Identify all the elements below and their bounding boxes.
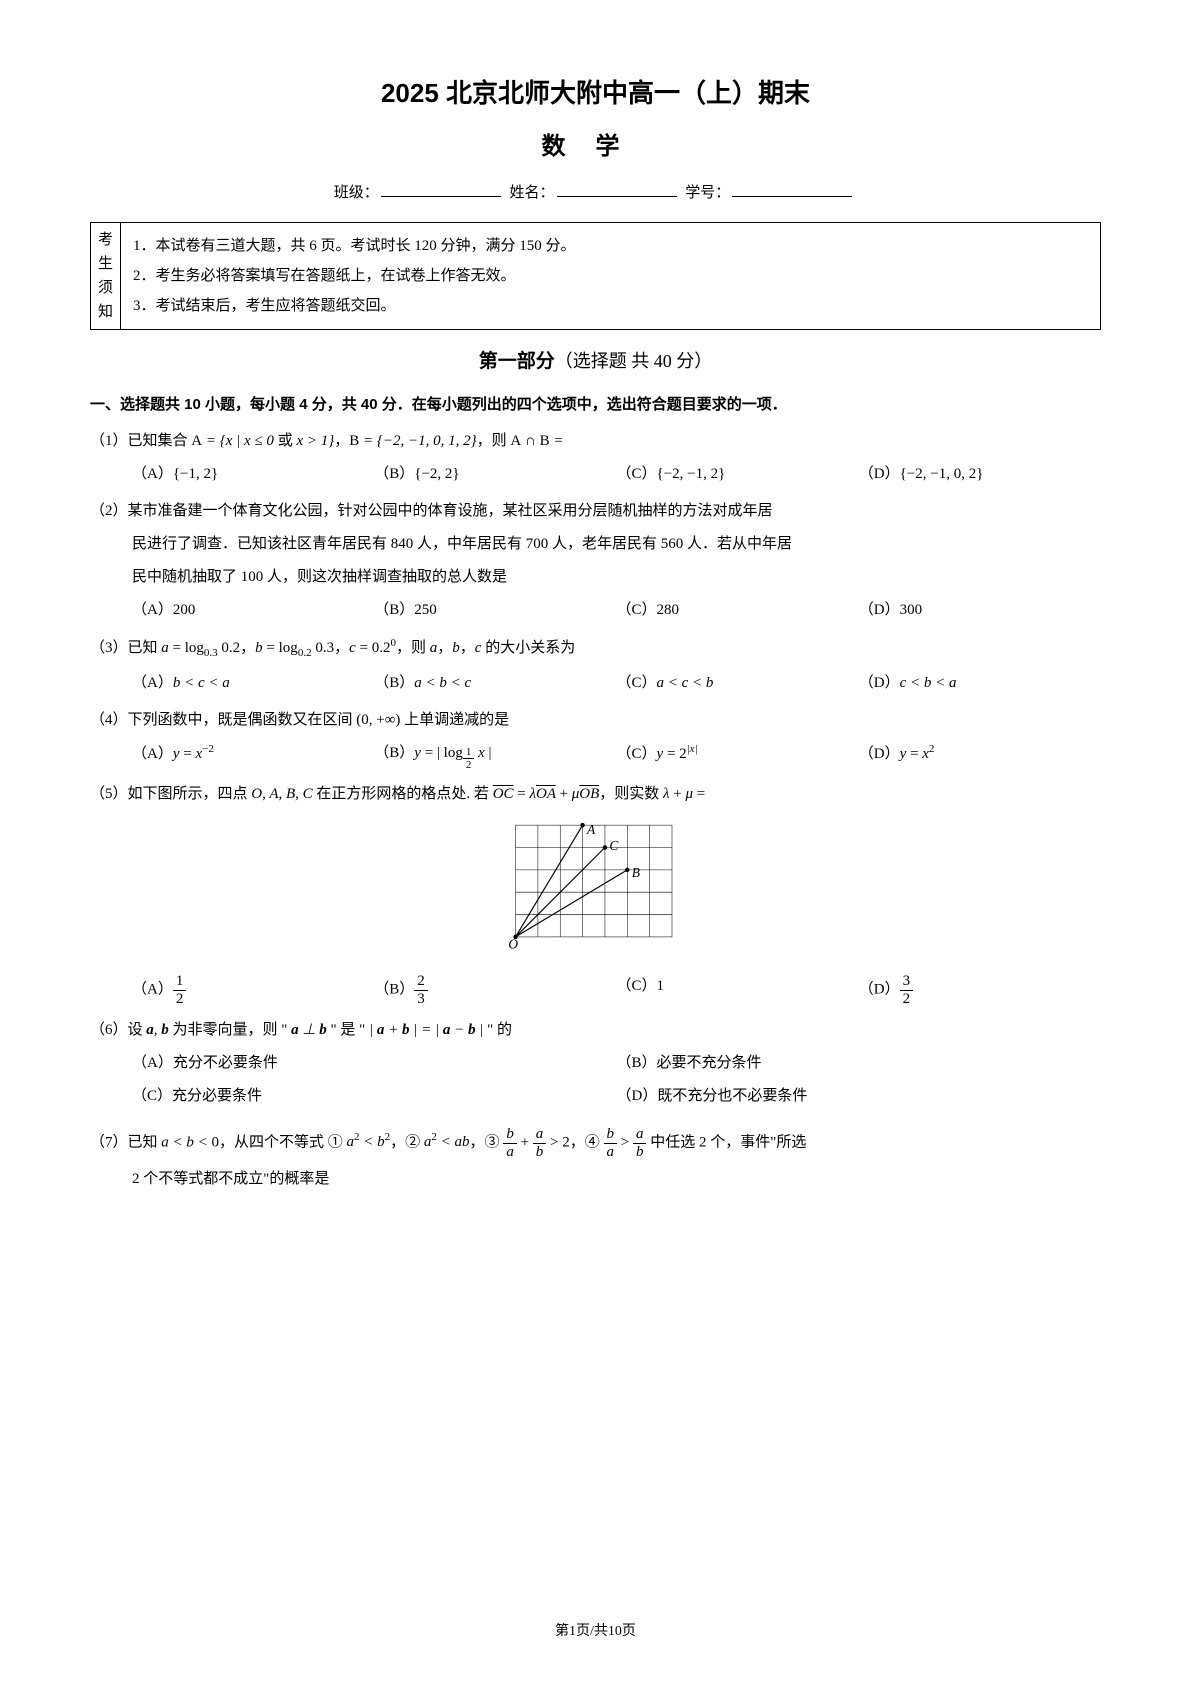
page-footer: 第1页/共10页 bbox=[0, 1619, 1191, 1644]
question-6: （6）设 a, b 为非零向量，则 " a ⊥ b " 是 " | a + b … bbox=[90, 1017, 1101, 1116]
option-a: （A）充分不必要条件 bbox=[132, 1050, 617, 1077]
option-a: （A）{−1, 2} bbox=[132, 461, 374, 488]
option-b: （B）y = | log12 x | bbox=[374, 740, 616, 771]
name-blank bbox=[557, 196, 677, 197]
student-info: 班级： 姓名： 学号： bbox=[90, 180, 1101, 207]
option-c: （C）1 bbox=[617, 973, 859, 1007]
id-blank bbox=[732, 196, 852, 197]
page-title: 2025 北京北师大附中高一（上）期末 bbox=[90, 70, 1101, 117]
svg-text:C: C bbox=[609, 838, 619, 853]
notice-item: 3．考试结束后，考生应将答题纸交回。 bbox=[133, 291, 1088, 321]
question-4: （4）下列函数中，既是偶函数又在区间 (0, +∞) 上单调递减的是 （A）y … bbox=[90, 707, 1101, 771]
option-c: （C）280 bbox=[617, 597, 859, 624]
option-d: （D）c < b < a bbox=[859, 670, 1101, 697]
option-a: （A）b < c < a bbox=[132, 670, 374, 697]
q4-stem: （4）下列函数中，既是偶函数又在区间 (0, +∞) 上单调递减的是 bbox=[90, 707, 1101, 734]
svg-text:B: B bbox=[631, 865, 639, 880]
option-d: （D）y = x2 bbox=[859, 740, 1101, 771]
option-c: （C）充分必要条件 bbox=[132, 1083, 617, 1110]
q2-line1: （2）某市准备建一个体育文化公园，针对公园中的体育设施，某社区采用分层随机抽样的… bbox=[90, 498, 1101, 525]
option-c: （C）a < c < b bbox=[617, 670, 859, 697]
q2-line2: 民进行了调查．已知该社区青年居民有 840 人，中年居民有 700 人，老年居民… bbox=[90, 531, 1101, 558]
section-header: 第一部分（选择题 共 40 分） bbox=[90, 345, 1101, 379]
q5-figure: O A C B bbox=[90, 818, 1101, 963]
q5-options: （A）12 （B）23 （C）1 （D）32 bbox=[90, 973, 1101, 1007]
question-1: （1）已知集合 A = {x | x ≤ 0 或 x > 1}，B = {−2,… bbox=[90, 428, 1101, 488]
q5-stem: （5）如下图所示，四点 O, A, B, C 在正方形网格的格点处. 若 OC … bbox=[90, 781, 1101, 808]
svg-text:O: O bbox=[508, 937, 518, 952]
q6-options: （A）充分不必要条件 （B）必要不充分条件 （C）充分必要条件 （D）既不充分也… bbox=[90, 1050, 1101, 1116]
option-a: （A）12 bbox=[132, 973, 374, 1007]
notice-item: 1．本试卷有三道大题，共 6 页。考试时长 120 分钟，满分 150 分。 bbox=[133, 231, 1088, 261]
option-d: （D）既不充分也不必要条件 bbox=[617, 1083, 1102, 1110]
grid-svg: O A C B bbox=[506, 818, 686, 953]
option-a: （A）200 bbox=[132, 597, 374, 624]
option-b: （B）必要不充分条件 bbox=[617, 1050, 1102, 1077]
part1-instruction: 一、选择题共 10 小题，每小题 4 分，共 40 分．在每小题列出的四个选项中… bbox=[90, 391, 1101, 418]
subject-title: 数学 bbox=[90, 125, 1101, 168]
question-2: （2）某市准备建一个体育文化公园，针对公园中的体育设施，某社区采用分层随机抽样的… bbox=[90, 498, 1101, 624]
option-b: （B）{−2, 2} bbox=[374, 461, 616, 488]
q3-options: （A）b < c < a （B）a < b < c （C）a < c < b （… bbox=[90, 670, 1101, 697]
q7-line2: 2 个不等式都不成立"的概率是 bbox=[90, 1166, 1101, 1193]
class-blank bbox=[381, 196, 501, 197]
option-c: （C）{−2, −1, 2} bbox=[617, 461, 859, 488]
section-title: 第一部分 bbox=[479, 351, 555, 372]
notice-box: 考生须知 1．本试卷有三道大题，共 6 页。考试时长 120 分钟，满分 150… bbox=[90, 222, 1101, 330]
question-5: （5）如下图所示，四点 O, A, B, C 在正方形网格的格点处. 若 OC … bbox=[90, 781, 1101, 1007]
q1-options: （A）{−1, 2} （B）{−2, 2} （C）{−2, −1, 2} （D）… bbox=[90, 461, 1101, 488]
class-label: 班级： bbox=[334, 185, 379, 201]
q2-options: （A）200 （B）250 （C）280 （D）300 bbox=[90, 597, 1101, 624]
option-b: （B）a < b < c bbox=[374, 670, 616, 697]
id-label: 学号： bbox=[685, 185, 730, 201]
q7-stem: （7）已知 a < b < 0，从四个不等式 ① a2 < b2，② a2 < … bbox=[90, 1126, 1101, 1160]
notice-label: 考生须知 bbox=[91, 223, 121, 329]
option-d: （D）300 bbox=[859, 597, 1101, 624]
q4-options: （A）y = x−2 （B）y = | log12 x | （C）y = 2|x… bbox=[90, 740, 1101, 771]
question-7: （7）已知 a < b < 0，从四个不等式 ① a2 < b2，② a2 < … bbox=[90, 1126, 1101, 1193]
option-d: （D）{−2, −1, 0, 2} bbox=[859, 461, 1101, 488]
notice-item: 2．考生务必将答案填写在答题纸上，在试卷上作答无效。 bbox=[133, 261, 1088, 291]
option-b: （B）23 bbox=[374, 973, 616, 1007]
q6-stem: （6）设 a, b 为非零向量，则 " a ⊥ b " 是 " | a + b … bbox=[90, 1017, 1101, 1044]
option-b: （B）250 bbox=[374, 597, 616, 624]
q2-line3: 民中随机抽取了 100 人，则这次抽样调查抽取的总人数是 bbox=[90, 564, 1101, 591]
question-3: （3）已知 a = log0.3 0.2，b = log0.2 0.3，c = … bbox=[90, 634, 1101, 697]
option-a: （A）y = x−2 bbox=[132, 740, 374, 771]
q1-stem: （1）已知集合 A = {x | x ≤ 0 或 x > 1}，B = {−2,… bbox=[90, 428, 1101, 455]
svg-text:A: A bbox=[586, 822, 596, 837]
notice-content: 1．本试卷有三道大题，共 6 页。考试时长 120 分钟，满分 150 分。 2… bbox=[121, 223, 1100, 329]
option-c: （C）y = 2|x| bbox=[617, 740, 859, 771]
name-label: 姓名： bbox=[509, 185, 554, 201]
section-sub: （选择题 共 40 分） bbox=[555, 351, 713, 371]
q3-stem: （3）已知 a = log0.3 0.2，b = log0.2 0.3，c = … bbox=[90, 634, 1101, 664]
option-d: （D）32 bbox=[859, 973, 1101, 1007]
